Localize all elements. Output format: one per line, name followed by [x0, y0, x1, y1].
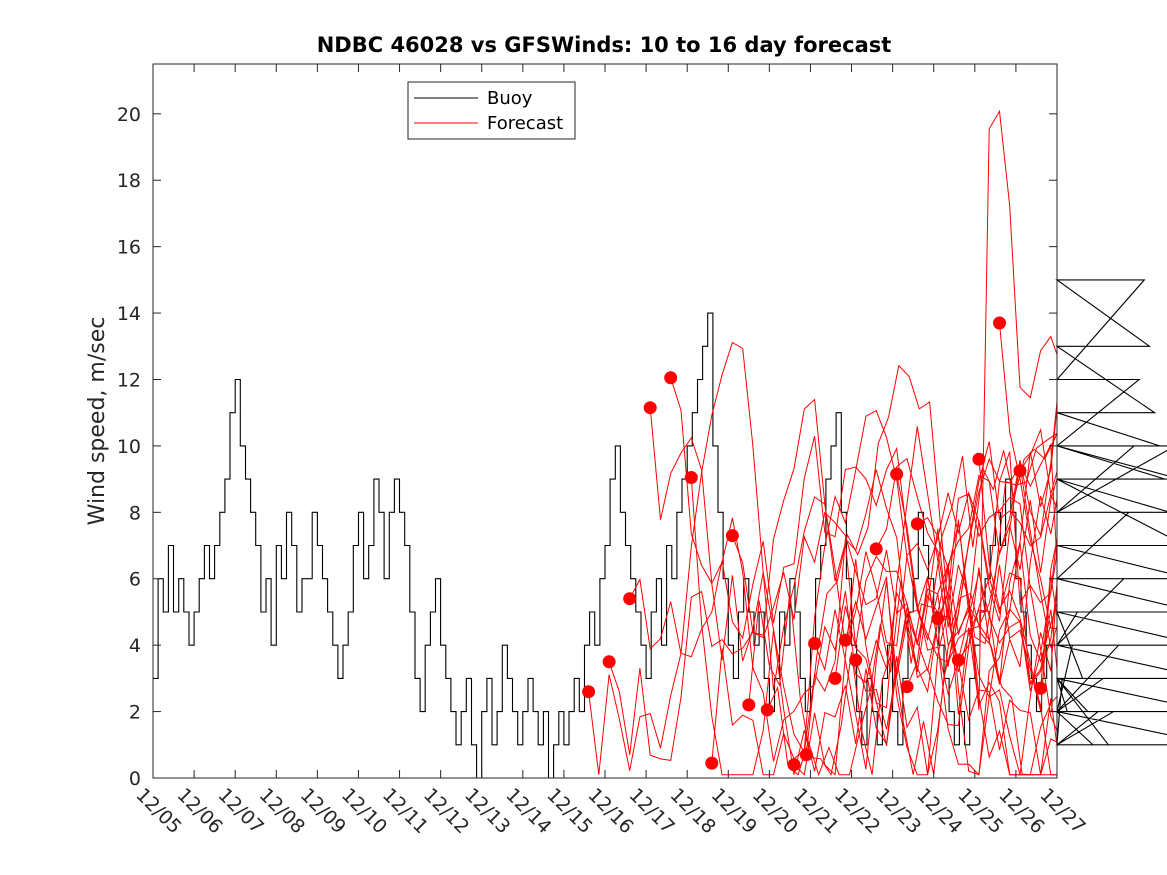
forecast-point-8	[725, 529, 739, 543]
forecast-member-26	[1040, 539, 1058, 689]
y-tick-label-14: 14	[117, 303, 141, 325]
forecast-member-14	[834, 474, 1058, 746]
forecast-point-4	[643, 401, 657, 415]
forecast-point-11	[787, 758, 801, 772]
forecast-member-21	[937, 407, 1058, 685]
forecast-point-2	[602, 655, 616, 669]
forecast-point-17	[869, 542, 883, 556]
y-tick-label-12: 12	[117, 369, 141, 391]
forecast-point-23	[972, 452, 986, 466]
forecast-point-16	[849, 653, 863, 667]
forecast-point-21	[931, 612, 945, 626]
forecast-point-9	[742, 698, 756, 712]
forecast-member-19	[906, 568, 1058, 776]
forecast-point-7	[705, 756, 719, 770]
forecast-member-9	[748, 432, 1058, 776]
forecast-point-18	[890, 467, 904, 481]
forecast-member-4	[649, 407, 1058, 691]
y-tick-label-0: 0	[129, 768, 141, 790]
y-tick-label-10: 10	[117, 436, 141, 458]
y-axis-label: Wind speed, m/sec	[85, 317, 110, 526]
y-tick-label-20: 20	[117, 104, 141, 126]
forecast-point-15	[838, 633, 852, 647]
forecast-point-1	[582, 685, 596, 699]
forecast-point-14	[828, 671, 842, 685]
forecast-member-1	[588, 436, 1058, 776]
forecast-member-22	[957, 537, 1058, 692]
y-tick-label-8: 8	[129, 502, 141, 524]
forecast-point-25	[1013, 464, 1027, 478]
forecast-member-24	[999, 322, 1058, 630]
forecast-member-12	[805, 364, 1057, 776]
forecast-points	[582, 316, 1048, 772]
forecast-point-12	[799, 748, 813, 762]
forecast-point-6	[684, 471, 698, 484]
legend-buoy-label: Buoy	[487, 88, 533, 109]
forecast-member-8	[731, 398, 1058, 685]
legend-box	[407, 81, 576, 140]
legend-forecast-label: Forecast	[487, 113, 563, 134]
y-axis-ticks: 0 2 4 6 8 10 12 14 16 18 20	[117, 104, 1057, 790]
forecast-point-20	[910, 517, 924, 531]
forecast-member-10	[766, 432, 1058, 777]
forecast-series	[588, 109, 1058, 777]
forecast-point-22	[951, 653, 965, 667]
y-tick-label-4: 4	[129, 635, 141, 657]
y-tick-label-2: 2	[129, 702, 141, 724]
chart-title: NDBC 46028 vs GFSWinds: 10 to 16 day for…	[317, 33, 892, 57]
forecast-member-11	[793, 426, 1058, 776]
forecast-point-3	[623, 592, 637, 606]
forecast-member-2	[608, 511, 1058, 761]
forecast-point-13	[808, 637, 822, 650]
forecast-member-6	[690, 469, 1058, 776]
forecast-member-17	[875, 457, 1058, 775]
y-tick-label-18: 18	[117, 170, 141, 192]
forecast-point-19	[900, 680, 914, 694]
forecast-member-7	[711, 401, 1058, 776]
y-tick-label-6: 6	[129, 569, 141, 591]
forecast-point-26	[1034, 681, 1048, 695]
forecast-point-10	[760, 703, 774, 717]
buoy-series	[153, 279, 1167, 779]
buoy-line	[153, 279, 1167, 779]
forecast-member-23	[978, 459, 1057, 776]
plot-area	[153, 64, 1057, 778]
forecast-point-5	[664, 371, 678, 385]
forecast-member-25	[1019, 427, 1058, 495]
forecast-member-16	[855, 493, 1058, 731]
y-tick-label-16: 16	[117, 237, 141, 259]
forecast-member-20	[917, 109, 1058, 710]
forecast-point-24	[993, 316, 1006, 330]
legend: Buoy Forecast	[407, 81, 576, 140]
